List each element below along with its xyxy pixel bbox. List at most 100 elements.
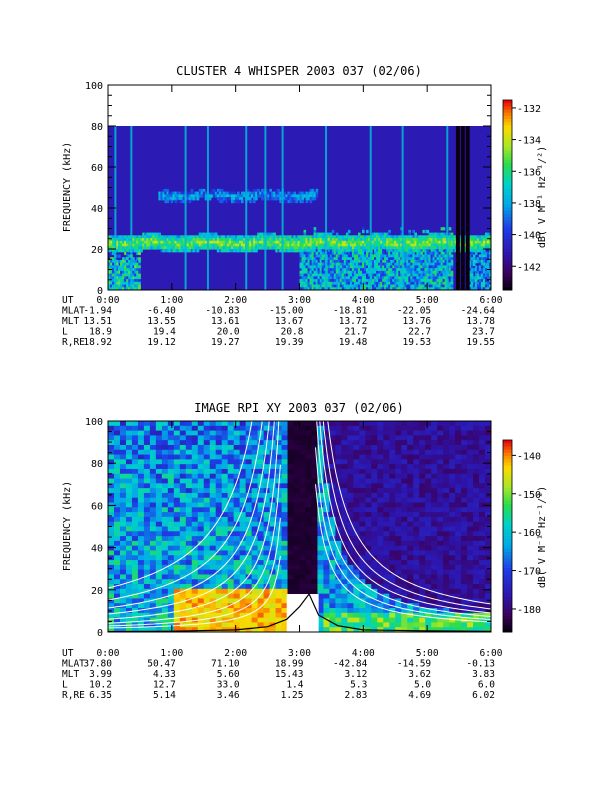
spectrogram-cell [440, 262, 444, 266]
spectrogram-cell [355, 265, 359, 269]
spectrogram-cell [125, 555, 133, 561]
spectrogram-cell [269, 243, 272, 247]
spectrogram-cell [185, 468, 193, 475]
spectrogram-cell [309, 238, 313, 242]
spectrogram-cell [194, 243, 198, 247]
spectrogram-cell [311, 584, 319, 590]
spectrogram-cell [233, 617, 241, 624]
spectrogram-cell [416, 276, 420, 280]
spectrogram-cell [110, 279, 113, 283]
spectrogram-cell [209, 579, 217, 585]
spectrogram-cell [384, 243, 387, 247]
spectrogram-cell [311, 430, 319, 436]
spectrogram-cell [317, 531, 325, 537]
spectrogram-cell [227, 440, 235, 446]
spectrogram-cell [359, 536, 366, 542]
spectrogram-cell [221, 574, 229, 580]
spectrogram-cell [161, 478, 169, 484]
spectrogram-cell [361, 246, 365, 250]
spectrogram-cell [305, 574, 313, 580]
spectrogram-cell [297, 243, 301, 247]
spectrogram-cell [251, 555, 259, 561]
spectrogram-cell [185, 564, 193, 571]
spectrogram-cell [263, 449, 271, 456]
spectrogram-cell [108, 425, 115, 432]
spectrogram-cell [299, 281, 303, 286]
spectrogram-cell [434, 240, 438, 245]
spectrogram-cell [215, 497, 223, 504]
spectrogram-cell [331, 276, 335, 280]
spectrogram-cell [339, 259, 343, 264]
spectrogram-cell [214, 191, 218, 195]
spectrogram-cell [197, 545, 205, 552]
spectrogram-cell [269, 531, 277, 537]
spectrogram-cell [319, 249, 323, 253]
spectrogram-cell [197, 622, 205, 628]
spectrogram-cell [329, 560, 337, 566]
spectrogram-cell [203, 536, 211, 542]
spectrogram-cell [444, 240, 448, 245]
spectrogram-cell [218, 199, 222, 204]
spectrogram-cell [113, 473, 121, 480]
spectrogram-cell [249, 243, 252, 247]
spectrogram-cell [347, 507, 354, 513]
spectrogram-cell [378, 262, 381, 266]
spectrogram-cell [132, 243, 135, 247]
spectrogram-cell [191, 483, 199, 489]
spectrogram-cell [474, 240, 478, 245]
spectrogram-cell [372, 268, 375, 272]
spectrogram-cell [257, 584, 265, 590]
spectrogram-cell [247, 240, 250, 245]
spectrogram-cell [426, 243, 430, 247]
spectrogram-cell [110, 240, 113, 245]
spectrogram-cell [347, 421, 354, 427]
spectrogram-cell [468, 246, 472, 250]
spectrogram-cell [119, 473, 127, 480]
spectrogram-cell [110, 281, 113, 286]
spectrogram-cell [476, 240, 480, 245]
spectrogram-cell [396, 257, 399, 261]
spectrogram-cell [444, 251, 448, 256]
spectrogram-cell [134, 270, 137, 275]
spectrogram-cell [118, 240, 121, 245]
spectrogram-cell [347, 593, 354, 600]
spectrogram-cell [283, 238, 286, 242]
spectrogram-cell [289, 235, 293, 239]
spectrogram-cell [265, 246, 268, 250]
spectrogram-cell [359, 622, 366, 628]
spectrogram-cell [137, 588, 145, 595]
spectrogram-cell [359, 593, 366, 600]
spectrogram-cell [321, 262, 325, 266]
spectrogram-cell [353, 526, 360, 532]
spectrogram-cell [317, 449, 325, 456]
spectrogram-cell [319, 284, 323, 288]
spectrogram-cell [311, 579, 319, 585]
spectrogram-cell [448, 251, 452, 256]
spectrogram-cell [263, 545, 271, 552]
spectrogram-cell [410, 273, 413, 277]
spectrogram-cell [285, 238, 289, 242]
spectrogram-cell [257, 521, 265, 528]
spectrogram-cell [337, 270, 341, 275]
spectrogram-cell [331, 284, 335, 288]
spectrogram-cell [154, 246, 157, 250]
spectrogram-cell [400, 227, 403, 231]
spectrogram-cell [486, 238, 490, 242]
spectrogram-cell [227, 430, 235, 436]
spectrogram-cell [388, 276, 391, 280]
spectrogram-cell [125, 521, 133, 528]
colorbar-cell [503, 169, 512, 174]
spectrogram-cell [339, 238, 343, 242]
spectrogram-cell [197, 617, 205, 624]
spectrogram-cell [357, 265, 361, 269]
spectrogram-cell [221, 454, 229, 460]
spectrogram-cell [480, 240, 484, 245]
spectrogram-cell [281, 440, 289, 446]
spectrogram-cell [161, 531, 169, 537]
spectrogram-cell [339, 251, 343, 256]
spectrogram-cell [299, 254, 303, 258]
spectrogram-cell [382, 249, 385, 253]
spectrogram-cell [293, 444, 301, 451]
spectrogram-cell [261, 238, 264, 242]
spectrogram-cell [161, 526, 169, 532]
